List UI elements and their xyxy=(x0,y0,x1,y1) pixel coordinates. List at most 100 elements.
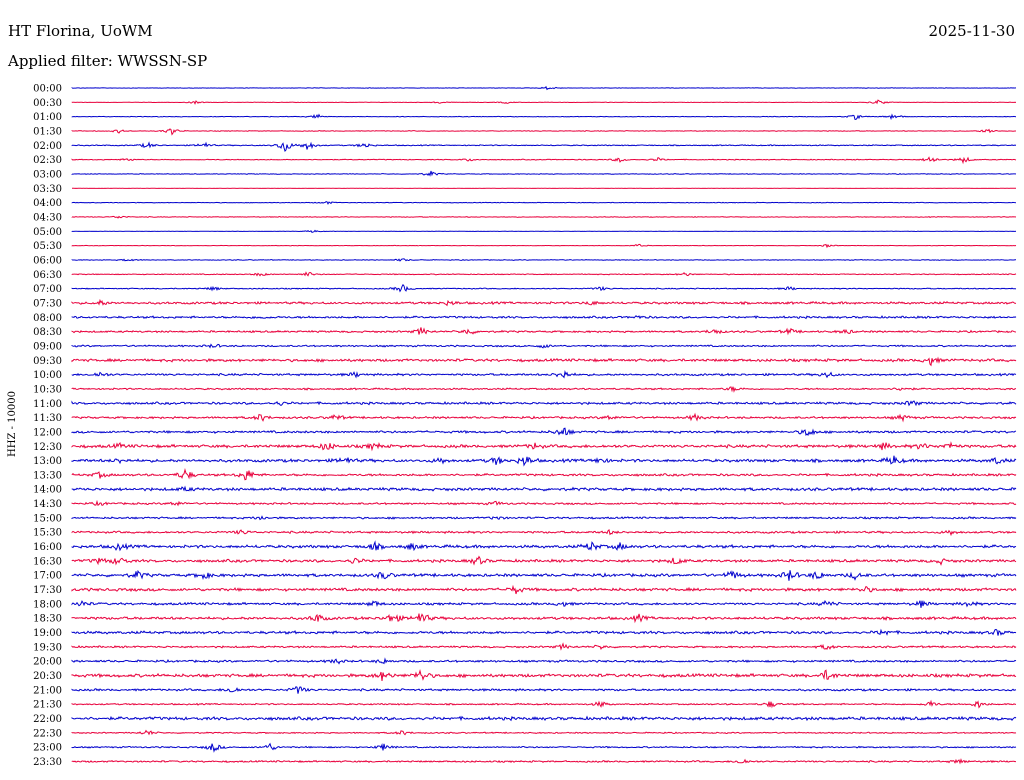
time-tick-label: 00:00 xyxy=(33,84,62,95)
time-tick-label: 22:00 xyxy=(33,714,62,725)
trace-row-1900 xyxy=(71,628,1017,636)
time-tick-label: 13:00 xyxy=(33,456,62,467)
time-tick-label: 02:00 xyxy=(33,141,62,152)
time-tick-label: 04:00 xyxy=(33,198,62,209)
trace-row-1030 xyxy=(71,386,1017,393)
time-tick-label: 17:30 xyxy=(33,585,62,596)
time-tick-label: 04:30 xyxy=(33,212,62,223)
time-tick-label: 16:30 xyxy=(33,556,62,567)
trace-row-1530 xyxy=(71,529,1017,537)
time-tick-label: 09:30 xyxy=(33,356,62,367)
time-tick-label: 18:00 xyxy=(33,599,62,610)
trace-row-0100 xyxy=(71,113,1017,121)
time-tick-label: 22:30 xyxy=(33,728,62,739)
time-tick-label: 18:30 xyxy=(33,614,62,625)
time-tick-labels: 00:00 00:30 01:00 01:30 02:00 02:30 03:00 03:30… xyxy=(33,84,62,769)
time-tick-label: 13:30 xyxy=(33,470,62,481)
time-tick-label: 02:30 xyxy=(33,155,62,166)
trace-row-0400 xyxy=(71,201,1017,205)
seismic-traces xyxy=(71,85,1017,765)
trace-row-2030 xyxy=(71,669,1017,682)
time-tick-label: 06:00 xyxy=(33,255,62,266)
trace-row-2230 xyxy=(71,729,1017,736)
time-tick-label: 16:00 xyxy=(33,542,62,553)
date-label: 2025-11-30 xyxy=(929,22,1015,40)
time-tick-label: 01:00 xyxy=(33,112,62,123)
trace-row-0200 xyxy=(71,141,1017,153)
trace-row-1730 xyxy=(71,584,1017,595)
trace-row-0600 xyxy=(71,258,1017,262)
trace-row-1000 xyxy=(71,369,1017,379)
trace-row-0030 xyxy=(71,99,1017,105)
trace-row-0930 xyxy=(71,356,1017,367)
time-tick-label: 23:30 xyxy=(33,757,62,768)
trace-row-1300 xyxy=(71,455,1017,467)
trace-row-0130 xyxy=(71,128,1017,136)
station-title: HT Florina, UoWM xyxy=(8,22,153,40)
trace-row-0300 xyxy=(71,170,1017,177)
trace-row-1430 xyxy=(71,499,1017,507)
time-tick-label: 12:00 xyxy=(33,427,62,438)
time-tick-label: 14:30 xyxy=(33,499,62,510)
time-tick-label: 10:30 xyxy=(33,384,62,395)
time-tick-label: 06:30 xyxy=(33,270,62,281)
time-tick-label: 20:30 xyxy=(33,671,62,682)
trace-row-1330 xyxy=(71,467,1017,481)
trace-row-0530 xyxy=(71,243,1017,249)
trace-row-1230 xyxy=(71,441,1017,452)
trace-row-2100 xyxy=(71,686,1017,694)
trace-row-0700 xyxy=(71,283,1017,293)
time-tick-label: 08:30 xyxy=(33,327,62,338)
time-tick-label: 15:00 xyxy=(33,513,62,524)
time-tick-label: 12:30 xyxy=(33,442,62,453)
trace-row-1700 xyxy=(71,569,1017,581)
time-tick-label: 07:30 xyxy=(33,298,62,309)
time-tick-label: 15:30 xyxy=(33,528,62,539)
time-tick-label: 11:30 xyxy=(33,413,62,424)
trace-row-1800 xyxy=(71,599,1017,608)
y-axis-label: HHZ - 10000 xyxy=(7,391,18,457)
time-tick-label: 11:00 xyxy=(33,399,62,410)
trace-row-0500 xyxy=(71,229,1017,233)
trace-row-0730 xyxy=(71,298,1017,307)
trace-row-1500 xyxy=(71,515,1017,521)
time-tick-label: 20:00 xyxy=(33,657,62,668)
time-tick-label: 17:00 xyxy=(33,571,62,582)
time-tick-label: 23:00 xyxy=(33,743,62,754)
trace-row-0800 xyxy=(71,315,1017,320)
trace-row-0630 xyxy=(71,271,1017,277)
trace-row-1830 xyxy=(71,613,1017,624)
trace-row-1130 xyxy=(71,412,1017,423)
trace-row-0430 xyxy=(71,215,1017,219)
time-tick-label: 21:00 xyxy=(33,685,62,696)
time-tick-label: 19:00 xyxy=(33,628,62,639)
trace-row-2300 xyxy=(71,742,1017,753)
trace-row-0000 xyxy=(71,85,1017,91)
trace-row-0830 xyxy=(71,327,1017,336)
time-tick-label: 05:30 xyxy=(33,241,62,252)
trace-row-0900 xyxy=(71,343,1017,349)
trace-row-2000 xyxy=(71,657,1017,665)
trace-row-1600 xyxy=(71,540,1017,552)
trace-row-1200 xyxy=(71,427,1017,436)
trace-row-2330 xyxy=(71,758,1017,765)
time-tick-label: 00:30 xyxy=(33,98,62,109)
time-tick-label: 19:30 xyxy=(33,642,62,653)
time-tick-label: 09:00 xyxy=(33,341,62,352)
time-tick-label: 14:00 xyxy=(33,485,62,496)
trace-row-1930 xyxy=(71,642,1017,651)
trace-row-1100 xyxy=(71,400,1017,407)
time-tick-label: 07:00 xyxy=(33,284,62,295)
trace-row-0230 xyxy=(71,156,1017,165)
trace-row-1630 xyxy=(71,555,1017,566)
time-tick-label: 21:30 xyxy=(33,700,62,711)
time-tick-label: 10:00 xyxy=(33,370,62,381)
trace-row-1400 xyxy=(71,485,1017,492)
time-tick-label: 03:00 xyxy=(33,169,62,180)
time-tick-label: 01:30 xyxy=(33,126,62,137)
filter-label: Applied filter: WWSSN-SP xyxy=(7,52,207,70)
trace-row-2130 xyxy=(71,699,1017,709)
time-tick-label: 05:00 xyxy=(33,227,62,238)
trace-row-2200 xyxy=(71,715,1017,722)
